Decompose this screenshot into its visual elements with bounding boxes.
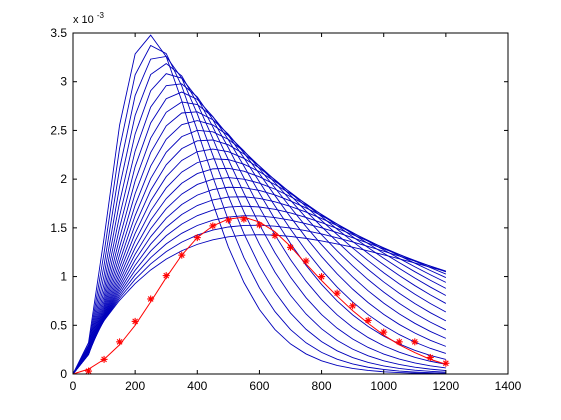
data-point-marker — [271, 232, 279, 240]
data-point-marker — [193, 234, 201, 242]
y-exponent-label: x 10 -3 — [73, 11, 105, 26]
model-curve — [72, 63, 446, 375]
model-curve — [72, 139, 447, 375]
model-curve — [72, 120, 447, 375]
model-curve — [72, 91, 446, 375]
y-exponent-base: x 10 — [73, 14, 94, 26]
data-point-marker — [162, 272, 170, 280]
data-point-marker — [411, 338, 419, 346]
data-point-marker — [178, 251, 186, 259]
data-point-marker — [147, 295, 155, 303]
model-curve — [72, 44, 446, 375]
model-curve — [72, 215, 447, 375]
y-tick-label: 3.5 — [50, 26, 67, 40]
data-point-marker — [287, 243, 294, 251]
data-point-marker — [364, 316, 372, 324]
data-point-marker — [426, 353, 434, 361]
curves-layer — [72, 34, 447, 375]
data-point-marker — [255, 221, 263, 229]
data-point-marker — [85, 367, 93, 375]
data-point-marker — [131, 317, 139, 325]
model-curve — [72, 158, 447, 375]
x-tick-label: 400 — [187, 379, 207, 393]
x-tick-label: 1200 — [433, 379, 460, 393]
x-tick-label: 1000 — [370, 379, 397, 393]
x-tick-label: 600 — [249, 379, 269, 393]
y-tick-label: 0.5 — [50, 318, 67, 332]
data-point-marker — [116, 338, 124, 346]
data-point-marker — [395, 338, 403, 346]
x-axis-ticks: 0 200 400 600 800 1000 1200 1400 — [70, 33, 522, 393]
y-tick-label: 2 — [60, 172, 67, 186]
x-tick-label: 0 — [70, 379, 77, 393]
y-tick-label: 2.5 — [50, 123, 67, 137]
data-point-marker — [224, 216, 232, 224]
y-tick-label: 0 — [60, 367, 67, 381]
y-tick-label: 3 — [60, 75, 67, 89]
x-tick-label: 1400 — [495, 379, 522, 393]
model-curve — [72, 234, 446, 375]
data-point-marker — [302, 257, 310, 265]
x-tick-label: 200 — [125, 379, 145, 393]
model-curve — [72, 205, 447, 375]
y-tick-label: 1.5 — [50, 221, 67, 235]
y-exponent-power: -3 — [97, 11, 105, 20]
data-point-marker — [240, 215, 248, 223]
model-curve — [72, 148, 447, 375]
data-point-marker — [349, 302, 357, 310]
markers-layer — [85, 215, 450, 375]
y-axis-ticks: 0 0.5 1 1.5 2 2.5 3 3.5 — [50, 26, 508, 381]
data-point-marker — [442, 359, 450, 367]
axes-box — [72, 32, 509, 375]
model-curve — [72, 186, 447, 375]
axes-background — [73, 33, 508, 374]
data-point-marker — [318, 273, 326, 281]
model-curve — [72, 167, 447, 375]
data-point-marker — [209, 222, 217, 230]
model-curve — [72, 177, 447, 375]
data-point-marker — [100, 355, 108, 363]
x-tick-label: 800 — [312, 379, 332, 393]
data-point-marker — [333, 289, 341, 297]
model-curve — [72, 101, 447, 375]
model-curve — [72, 55, 446, 375]
data-point-marker — [380, 328, 388, 336]
y-tick-label: 1 — [60, 270, 67, 284]
model-curve — [72, 111, 447, 375]
